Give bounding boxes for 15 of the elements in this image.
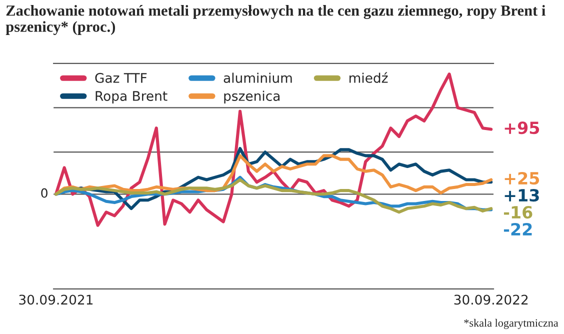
x-tick-label: 30.09.2021 (19, 294, 93, 305)
legend-label: Ropa Brent (96, 91, 168, 104)
legend-label: pszenica (224, 90, 280, 104)
legend-label: miedź (350, 72, 388, 83)
chart-title: Zachowanie notowań metali przemysłowych na tle cen gazu ziemnego, ropy Brent i pszenicy* (proc.) (6, 5, 546, 36)
annotation: +25 (504, 172, 540, 185)
x-tick-label: 30.09.2022 (454, 294, 528, 305)
legend-label: aluminium (224, 72, 292, 83)
annotation: -22 (504, 222, 532, 236)
annotation: -16 (504, 206, 532, 219)
text: *skala logarytmiczna (464, 318, 558, 329)
legend-label: Gaz TTF (95, 72, 147, 83)
ref-line-label: 0 (41, 188, 48, 198)
annotation: +13 (504, 188, 539, 202)
annotation: +95 (504, 122, 540, 134)
